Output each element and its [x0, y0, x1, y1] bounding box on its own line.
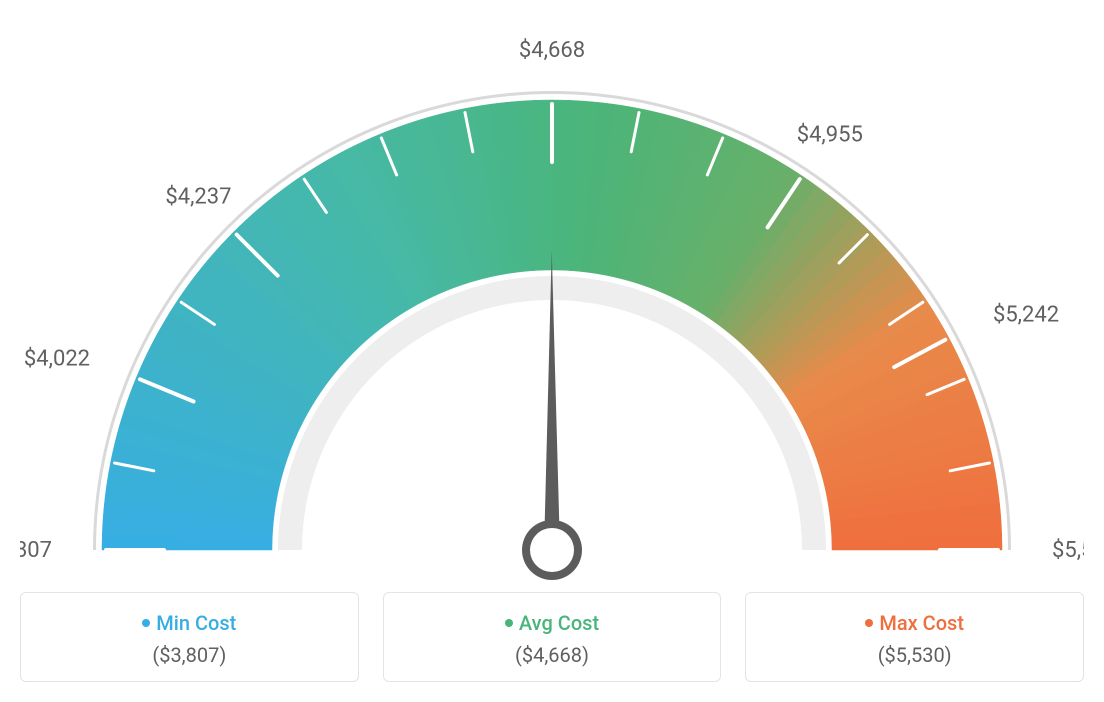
- cost-gauge-chart: $3,807 $4,022 $4,237 $4,668 $4,955 $5,242 $5,5…: [20, 20, 1084, 682]
- gauge-tick-label: $5,530: [1052, 538, 1084, 563]
- dot-min: [142, 619, 150, 627]
- legend-card-max: Max Cost ($5,530): [745, 592, 1084, 682]
- legend-value-max: ($5,530): [756, 643, 1073, 667]
- gauge-svg: $3,807 $4,022 $4,237 $4,668 $4,955 $5,242 $5,5…: [20, 20, 1084, 580]
- gauge-tick-label: $3,807: [20, 538, 52, 563]
- dot-max: [865, 619, 873, 627]
- legend-label-max-text: Max Cost: [879, 611, 964, 635]
- gauge-tick-label: $4,668: [519, 38, 585, 63]
- gauge-tick-label: $4,022: [24, 347, 90, 372]
- legend-row: Min Cost ($3,807) Avg Cost ($4,668) Max …: [20, 592, 1084, 682]
- legend-label-avg-text: Avg Cost: [519, 611, 599, 635]
- legend-label-avg: Avg Cost: [394, 611, 711, 635]
- legend-card-avg: Avg Cost ($4,668): [383, 592, 722, 682]
- legend-label-max: Max Cost: [756, 611, 1073, 635]
- legend-label-min-text: Min Cost: [156, 611, 236, 635]
- gauge-tick-label: $4,237: [165, 184, 231, 209]
- gauge-tick-label: $4,955: [797, 122, 863, 147]
- dot-avg: [505, 619, 513, 627]
- legend-card-min: Min Cost ($3,807): [20, 592, 359, 682]
- legend-label-min: Min Cost: [31, 611, 348, 635]
- legend-value-min: ($3,807): [31, 643, 348, 667]
- gauge-tick-label: $5,242: [993, 302, 1059, 327]
- legend-value-avg: ($4,668): [394, 643, 711, 667]
- gauge-area: $3,807 $4,022 $4,237 $4,668 $4,955 $5,242 $5,5…: [20, 20, 1084, 580]
